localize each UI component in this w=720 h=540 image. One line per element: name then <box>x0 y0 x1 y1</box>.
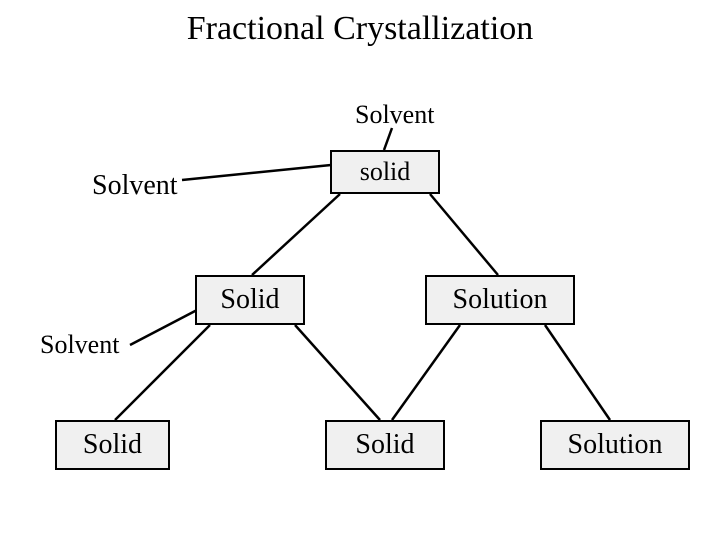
edge <box>392 325 460 420</box>
label-node: Solvent <box>92 170 178 202</box>
diagram-canvas: Fractional Crystallization Solvent Solven… <box>0 0 720 540</box>
box-node: Solid <box>195 275 305 325</box>
box-node: Solution <box>425 275 575 325</box>
box-node: Solution <box>540 420 690 470</box>
edge <box>130 310 197 345</box>
label-node: Solvent <box>355 100 434 130</box>
edge <box>430 194 498 275</box>
edge <box>115 325 210 420</box>
box-node: solid <box>330 150 440 194</box>
edge <box>182 165 331 180</box>
box-node: Solid <box>325 420 445 470</box>
label-node: Solvent <box>40 330 119 360</box>
edge <box>384 128 392 150</box>
box-node: Solid <box>55 420 170 470</box>
edge <box>545 325 610 420</box>
page-title: Fractional Crystallization <box>0 10 720 48</box>
edge <box>295 325 380 420</box>
edge <box>252 194 340 275</box>
